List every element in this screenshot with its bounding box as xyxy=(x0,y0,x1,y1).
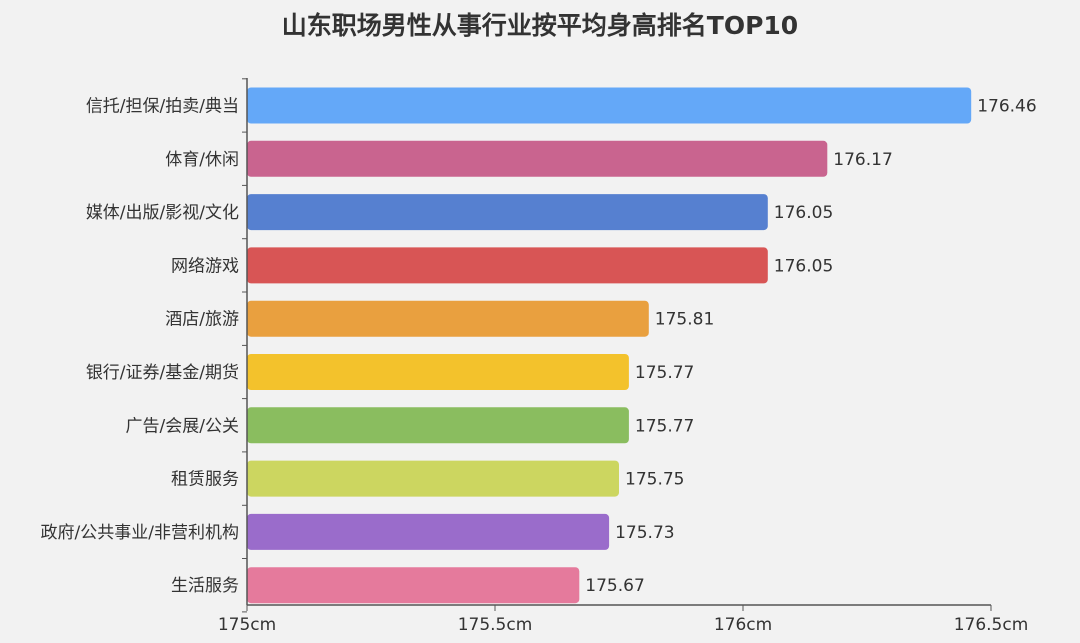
value-label: 176.46 xyxy=(977,97,1036,117)
value-label: 176.05 xyxy=(774,256,833,276)
bar xyxy=(247,140,828,177)
x-tick-label: 176.5cm xyxy=(954,615,1029,635)
bar xyxy=(247,247,768,284)
bar xyxy=(247,354,629,390)
bar xyxy=(247,460,619,497)
x-tick-label: 176cm xyxy=(714,615,772,635)
value-label: 175.77 xyxy=(635,363,694,383)
category-label: 体育/休闲 xyxy=(165,150,239,170)
category-label: 媒体/出版/影视/文化 xyxy=(86,203,239,223)
chart-title: 山东职场男性从事行业按平均身高排名TOP10 xyxy=(281,11,799,40)
value-label: 175.75 xyxy=(625,470,684,490)
category-label: 广告/会展/公关 xyxy=(126,416,239,436)
category-label: 信托/担保/拍卖/典当 xyxy=(86,97,239,117)
bar xyxy=(247,87,972,124)
value-label: 175.73 xyxy=(615,523,674,543)
x-tick-label: 175.5cm xyxy=(458,615,533,635)
x-tick-label: 175cm xyxy=(218,615,276,635)
category-label: 租赁服务 xyxy=(171,470,239,490)
value-label: 175.81 xyxy=(655,310,714,330)
category-label: 政府/公共事业/非营利机构 xyxy=(41,523,239,543)
bar xyxy=(247,513,610,550)
bar xyxy=(247,300,649,337)
value-label: 176.17 xyxy=(833,150,892,170)
category-label: 生活服务 xyxy=(171,576,239,596)
bar xyxy=(247,407,629,444)
value-label: 176.05 xyxy=(774,203,833,223)
bar xyxy=(247,567,580,604)
value-label: 175.77 xyxy=(635,416,694,436)
bar xyxy=(247,194,768,231)
category-label: 网络游戏 xyxy=(171,256,239,276)
value-label: 175.67 xyxy=(585,576,644,596)
category-label: 酒店/旅游 xyxy=(165,310,239,330)
category-label: 银行/证券/基金/期货 xyxy=(86,363,239,383)
